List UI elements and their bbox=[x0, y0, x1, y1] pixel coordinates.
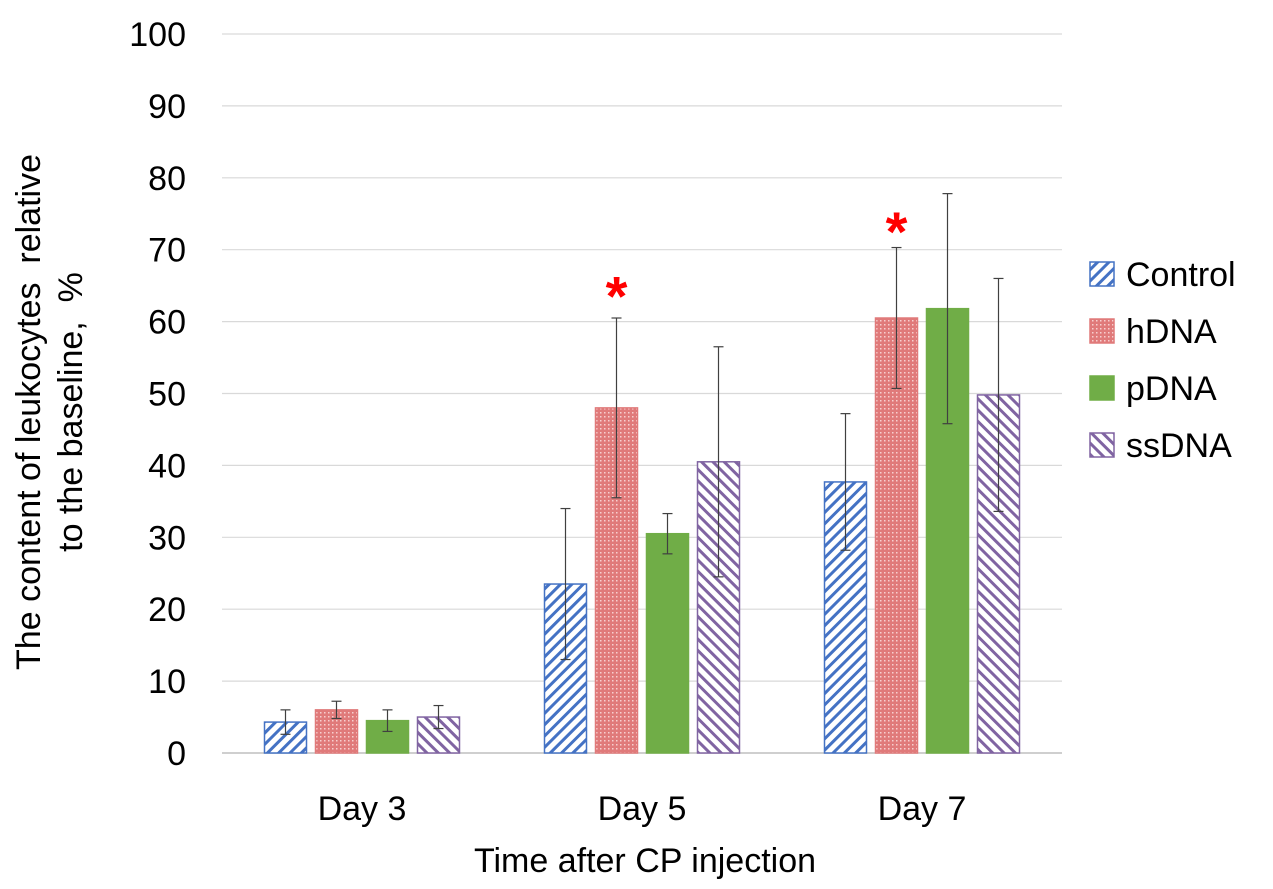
y-tick-label: 70 bbox=[148, 232, 186, 270]
y-axis-title-line-2: to the baseline, % bbox=[52, 272, 90, 552]
y-axis-title: The content of leukocytes relative to th… bbox=[10, 154, 90, 670]
x-tick-label: Day 3 bbox=[318, 790, 407, 828]
legend: Control hDNA pDNA ssDNA bbox=[1089, 256, 1236, 465]
legend-label-control: Control bbox=[1126, 256, 1236, 294]
x-tick-label: Day 7 bbox=[878, 790, 967, 828]
y-axis-ticks: 0 10 20 30 40 50 60 70 80 90 100 bbox=[129, 16, 186, 773]
legend-label-pdna: pDNA bbox=[1126, 370, 1217, 408]
bar-pdna-day-5 bbox=[645, 532, 690, 754]
legend-label-ssdna: ssDNA bbox=[1126, 427, 1232, 465]
y-tick-label: 20 bbox=[148, 591, 186, 629]
y-axis-title-line-1: The content of leukocytes relative bbox=[10, 154, 48, 670]
x-axis-title: Time after CP injection bbox=[474, 842, 816, 880]
legend-swatch-ssdna bbox=[1089, 432, 1115, 458]
significance-star: * bbox=[606, 265, 628, 328]
legend-label-hdna: hDNA bbox=[1126, 313, 1217, 351]
bars bbox=[263, 307, 1021, 754]
y-tick-label: 80 bbox=[148, 160, 186, 198]
y-tick-label: 100 bbox=[129, 16, 186, 54]
y-tick-label: 50 bbox=[148, 376, 186, 414]
error-bars bbox=[280, 193, 1004, 735]
legend-swatch-control bbox=[1089, 261, 1115, 287]
y-tick-label: 30 bbox=[148, 519, 186, 557]
y-tick-label: 40 bbox=[148, 447, 186, 485]
y-tick-label: 60 bbox=[148, 304, 186, 342]
legend-swatch-hdna bbox=[1089, 318, 1115, 344]
annotations: ** bbox=[606, 200, 908, 328]
significance-star: * bbox=[886, 200, 908, 263]
legend-swatch-pdna bbox=[1089, 375, 1115, 401]
y-tick-label: 10 bbox=[148, 663, 186, 701]
x-tick-label: Day 5 bbox=[598, 790, 687, 828]
x-axis-categories: Day 3 Day 5 Day 7 bbox=[318, 790, 967, 828]
gridlines bbox=[222, 33, 1062, 682]
y-tick-label: 90 bbox=[148, 88, 186, 126]
y-tick-label: 0 bbox=[167, 735, 186, 773]
